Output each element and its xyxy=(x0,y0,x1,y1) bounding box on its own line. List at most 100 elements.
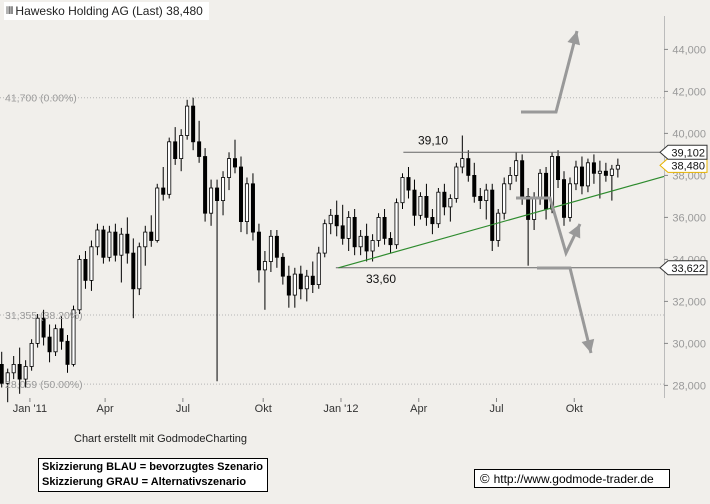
candle-body xyxy=(95,229,100,248)
candle-body xyxy=(113,231,118,256)
candle-body xyxy=(316,252,321,286)
candle-body xyxy=(448,198,453,208)
candle-body xyxy=(370,240,375,252)
scenario-arrow-down-shaft xyxy=(537,266,593,354)
legend-line-blue: Skizzierung BLAU = bevorzugtes Szenario xyxy=(42,461,263,473)
candle-body xyxy=(107,231,112,258)
y-tick-label: 40,000 xyxy=(672,128,706,140)
scenario-arrow-up-head xyxy=(567,31,581,46)
legend-line-grey: Skizzierung GRAU = Alternativszenario xyxy=(42,476,247,488)
candle-body xyxy=(334,214,339,227)
candle-body xyxy=(591,162,596,174)
y-tick-label: 42,000 xyxy=(672,86,706,98)
chart-icon: ⫴⫴ xyxy=(6,5,13,17)
trendline xyxy=(338,175,665,269)
candle-body xyxy=(442,191,447,208)
x-tick-label: Apr xyxy=(410,403,427,415)
candle-body xyxy=(5,372,10,384)
candle-body xyxy=(352,216,357,248)
copyright-box[interactable]: © http://www.godmode-trader.de xyxy=(474,469,670,488)
candle-body xyxy=(292,273,297,296)
scenario-arrow-up-shaft xyxy=(521,30,579,114)
candle-body xyxy=(17,363,22,380)
candle-body xyxy=(244,183,249,223)
candle-body xyxy=(203,156,208,214)
candle-body xyxy=(286,275,291,296)
x-tick-label: Jul xyxy=(176,403,190,415)
candle-body xyxy=(221,177,226,202)
y-tick-label: 36,000 xyxy=(672,212,706,224)
candle-body xyxy=(173,141,178,160)
chart-title-box: ⫴⫴ Hawesko Holding AG (Last) 38,480 xyxy=(4,2,209,20)
scenario-arrow-down-head xyxy=(581,338,595,353)
fib-level-label: 28,059 (50.00%) xyxy=(5,379,83,391)
candle-body xyxy=(53,328,58,353)
candle-body xyxy=(472,174,477,197)
candle-body xyxy=(460,158,465,168)
candle-body xyxy=(358,235,363,248)
candle-body xyxy=(274,235,279,258)
candle-body xyxy=(125,233,130,254)
candle-body xyxy=(532,198,537,220)
candle-body xyxy=(496,212,501,241)
resistance-tag-label: 39,102 xyxy=(671,147,705,159)
scenario-arrow-pullback-shaft xyxy=(516,196,582,258)
candle-body xyxy=(346,216,351,239)
x-tick-label: Apr xyxy=(97,403,114,415)
candle-body xyxy=(609,168,614,176)
candle-body xyxy=(65,340,70,365)
x-tick-label: Jul xyxy=(489,403,503,415)
x-tick-label: Jan '11 xyxy=(13,403,47,415)
candle-body xyxy=(47,336,52,353)
x-tick-label: Jan '12 xyxy=(323,403,358,415)
candle-body xyxy=(364,235,369,252)
y-tick-label: 38,000 xyxy=(672,170,706,182)
candle-body xyxy=(149,231,154,241)
candle-body xyxy=(544,172,549,210)
candle-body xyxy=(298,273,303,290)
candle-body xyxy=(179,135,184,160)
candle-body xyxy=(161,187,166,195)
candle-body xyxy=(490,189,495,241)
candle-body xyxy=(394,202,399,246)
candle-body xyxy=(155,187,160,241)
candle-body xyxy=(579,166,584,187)
candle-body xyxy=(0,363,4,384)
candle-body xyxy=(262,261,267,271)
last-price-tag-label: 38,480 xyxy=(671,160,705,172)
candle-body xyxy=(424,195,429,218)
candle-body xyxy=(304,275,309,290)
candle-body xyxy=(59,328,64,342)
copyright-link[interactable]: http://www.godmode-trader.de xyxy=(493,471,654,486)
candle-body xyxy=(191,105,196,143)
candle-body xyxy=(502,183,507,214)
candle-body xyxy=(400,177,405,204)
candle-body xyxy=(406,177,411,191)
candle-body xyxy=(209,187,214,214)
candle-body xyxy=(233,158,238,168)
y-tick-label: 44,000 xyxy=(672,44,706,56)
y-tick-label: 28,000 xyxy=(672,380,706,392)
candle-body xyxy=(573,166,578,185)
support-label: 33,60 xyxy=(366,272,396,286)
candle-body xyxy=(514,160,519,176)
candle-body xyxy=(250,183,255,233)
candle-body xyxy=(310,275,315,286)
copyright-icon: © xyxy=(480,471,490,486)
candle-body xyxy=(41,317,46,338)
candle-body xyxy=(520,160,525,197)
candle-body xyxy=(77,258,82,311)
candle-body xyxy=(585,162,590,187)
candle-body xyxy=(11,363,16,374)
candle-body xyxy=(328,214,333,225)
candle-body xyxy=(538,172,543,199)
resistance-tag-box xyxy=(659,144,708,160)
candle-body xyxy=(418,195,423,216)
candle-body xyxy=(185,105,190,136)
candle-body xyxy=(382,216,387,239)
candle-body xyxy=(567,183,572,218)
fib-level-label: 31,355 (38.20%) xyxy=(5,310,83,322)
last-price-tag-box xyxy=(659,157,708,173)
candle-body xyxy=(256,231,261,271)
